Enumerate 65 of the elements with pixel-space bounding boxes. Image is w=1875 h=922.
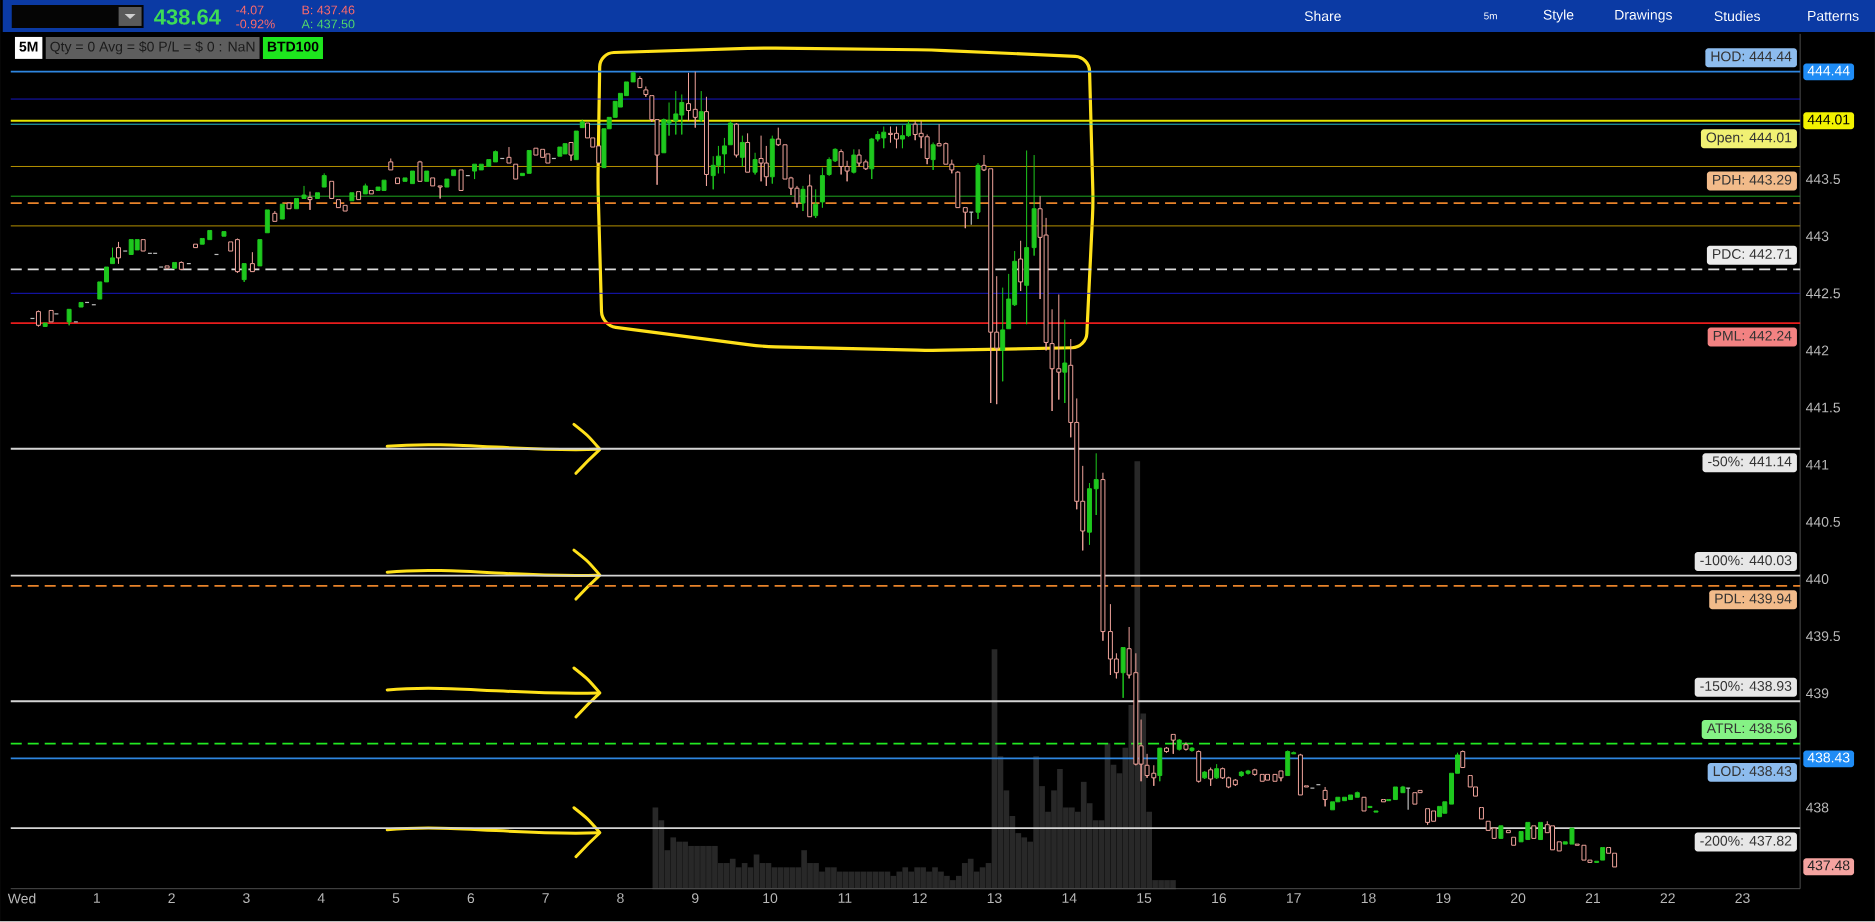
x-tick-label: 8 [617, 893, 624, 904]
ref-line-label: -50%: 441.14 [1708, 456, 1792, 467]
text: Patterns [1808, 11, 1859, 22]
x-tick-label: 13 [987, 893, 1002, 904]
x-tick-label: 23 [1735, 893, 1750, 904]
x-tick-label: 12 [912, 893, 927, 904]
ref-line-label: LOD: 438.43 [1713, 766, 1792, 777]
y-tick-label: 443 [1805, 231, 1829, 242]
x-tick-label: 6 [467, 893, 475, 904]
x-tick-label: 9 [692, 893, 699, 904]
text: Style [1543, 9, 1574, 23]
text: Drawings [1615, 9, 1672, 23]
x-tick-label: Wed [7, 893, 36, 904]
y-tick-label: 439 [1805, 688, 1829, 699]
ref-line-label: Open: 444.01 [1706, 132, 1792, 146]
y-tick-label: 441.5 [1805, 402, 1841, 413]
ref-line-label: PDH: 443.29 [1713, 175, 1792, 185]
x-tick-label: 15 [1137, 893, 1152, 904]
ref-line-label: HOD: 444.44 [1711, 51, 1792, 62]
text: Share [1304, 11, 1341, 22]
y-tick-label: 443.5 [1805, 174, 1841, 185]
annotation: Qty = 0 Avg = $0 P/L = $ 0 : NaN [50, 41, 255, 55]
ref-line-label: -200%: 437.82 [1700, 836, 1792, 846]
x-tick-label: 22 [1660, 893, 1675, 904]
text: 5m [1484, 12, 1497, 20]
y-tick-label: 442.5 [1805, 288, 1841, 299]
text: Studies [1714, 11, 1761, 22]
x-tick-label: 19 [1436, 893, 1451, 904]
annotation: 5M [19, 41, 38, 52]
x-tick-label: 14 [1062, 893, 1077, 903]
annotation: BTD100 [267, 41, 319, 52]
x-tick-label: 20 [1511, 893, 1526, 904]
y-tick-label: 440 [1805, 574, 1829, 585]
text: 438.43 [1807, 752, 1850, 763]
y-tick-label: 438 [1805, 802, 1829, 813]
text: A: 437.50 [301, 19, 355, 29]
text: 444.44 [1807, 65, 1850, 76]
ref-line-label: -150%: 438.93 [1700, 681, 1792, 692]
ref-line-label: ATRL: 438.56 [1706, 723, 1792, 734]
ref-line-label: PDL: 439.94 [1715, 593, 1792, 604]
ref-line-label: PML: 442.24 [1713, 330, 1792, 341]
x-tick-label: 1 [93, 893, 100, 903]
x-tick-label: 5 [392, 893, 400, 904]
text: -0.92% [236, 19, 275, 29]
y-tick-label: 440.5 [1805, 517, 1841, 527]
x-tick-label: 2 [168, 893, 175, 904]
x-tick-label: 18 [1361, 893, 1376, 904]
text: 444.01 [1807, 114, 1850, 125]
x-tick-label: 4 [317, 893, 325, 903]
text: -4.07 [236, 5, 264, 15]
text: 437.48 [1807, 860, 1850, 871]
x-tick-label: 10 [763, 893, 778, 904]
x-tick-label: 11 [838, 893, 852, 903]
y-tick-label: 441 [1805, 460, 1829, 470]
ref-line-label: PDC: 442.71 [1713, 249, 1792, 260]
text: B: 437.46 [302, 5, 355, 15]
x-tick-label: 21 [1585, 893, 1601, 904]
x-tick-label: 7 [542, 893, 549, 903]
text: 438.64 [154, 9, 221, 25]
y-tick-label: 439.5 [1805, 631, 1841, 642]
x-tick-label: 3 [243, 893, 250, 904]
y-tick-label: 442 [1805, 345, 1829, 356]
x-tick-label: 17 [1286, 893, 1301, 903]
ref-line-label: -100%: 440.03 [1700, 555, 1792, 566]
x-tick-label: 16 [1212, 893, 1227, 904]
